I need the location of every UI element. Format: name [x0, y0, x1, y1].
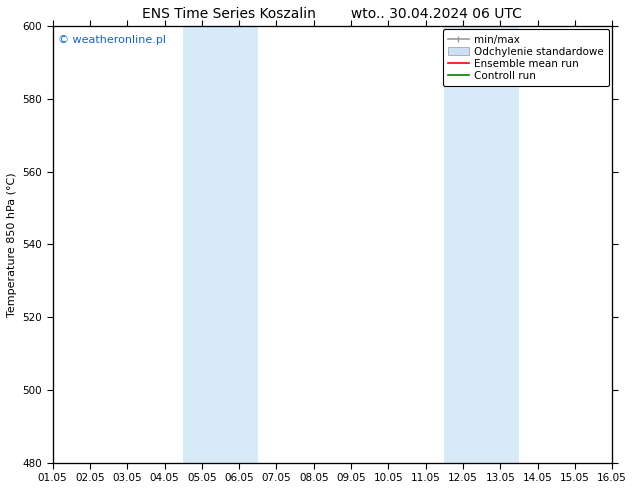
Text: © weatheronline.pl: © weatheronline.pl: [58, 35, 166, 45]
Bar: [444, 26, 519, 463]
Title: ENS Time Series Koszalin        wto.. 30.04.2024 06 UTC: ENS Time Series Koszalin wto.. 30.04.202…: [143, 7, 522, 21]
Y-axis label: Temperature 850 hPa (°C): Temperature 850 hPa (°C): [7, 172, 17, 317]
Bar: [183, 26, 258, 463]
Legend: min/max, Odchylenie standardowe, Ensemble mean run, Controll run: min/max, Odchylenie standardowe, Ensembl…: [443, 29, 609, 86]
